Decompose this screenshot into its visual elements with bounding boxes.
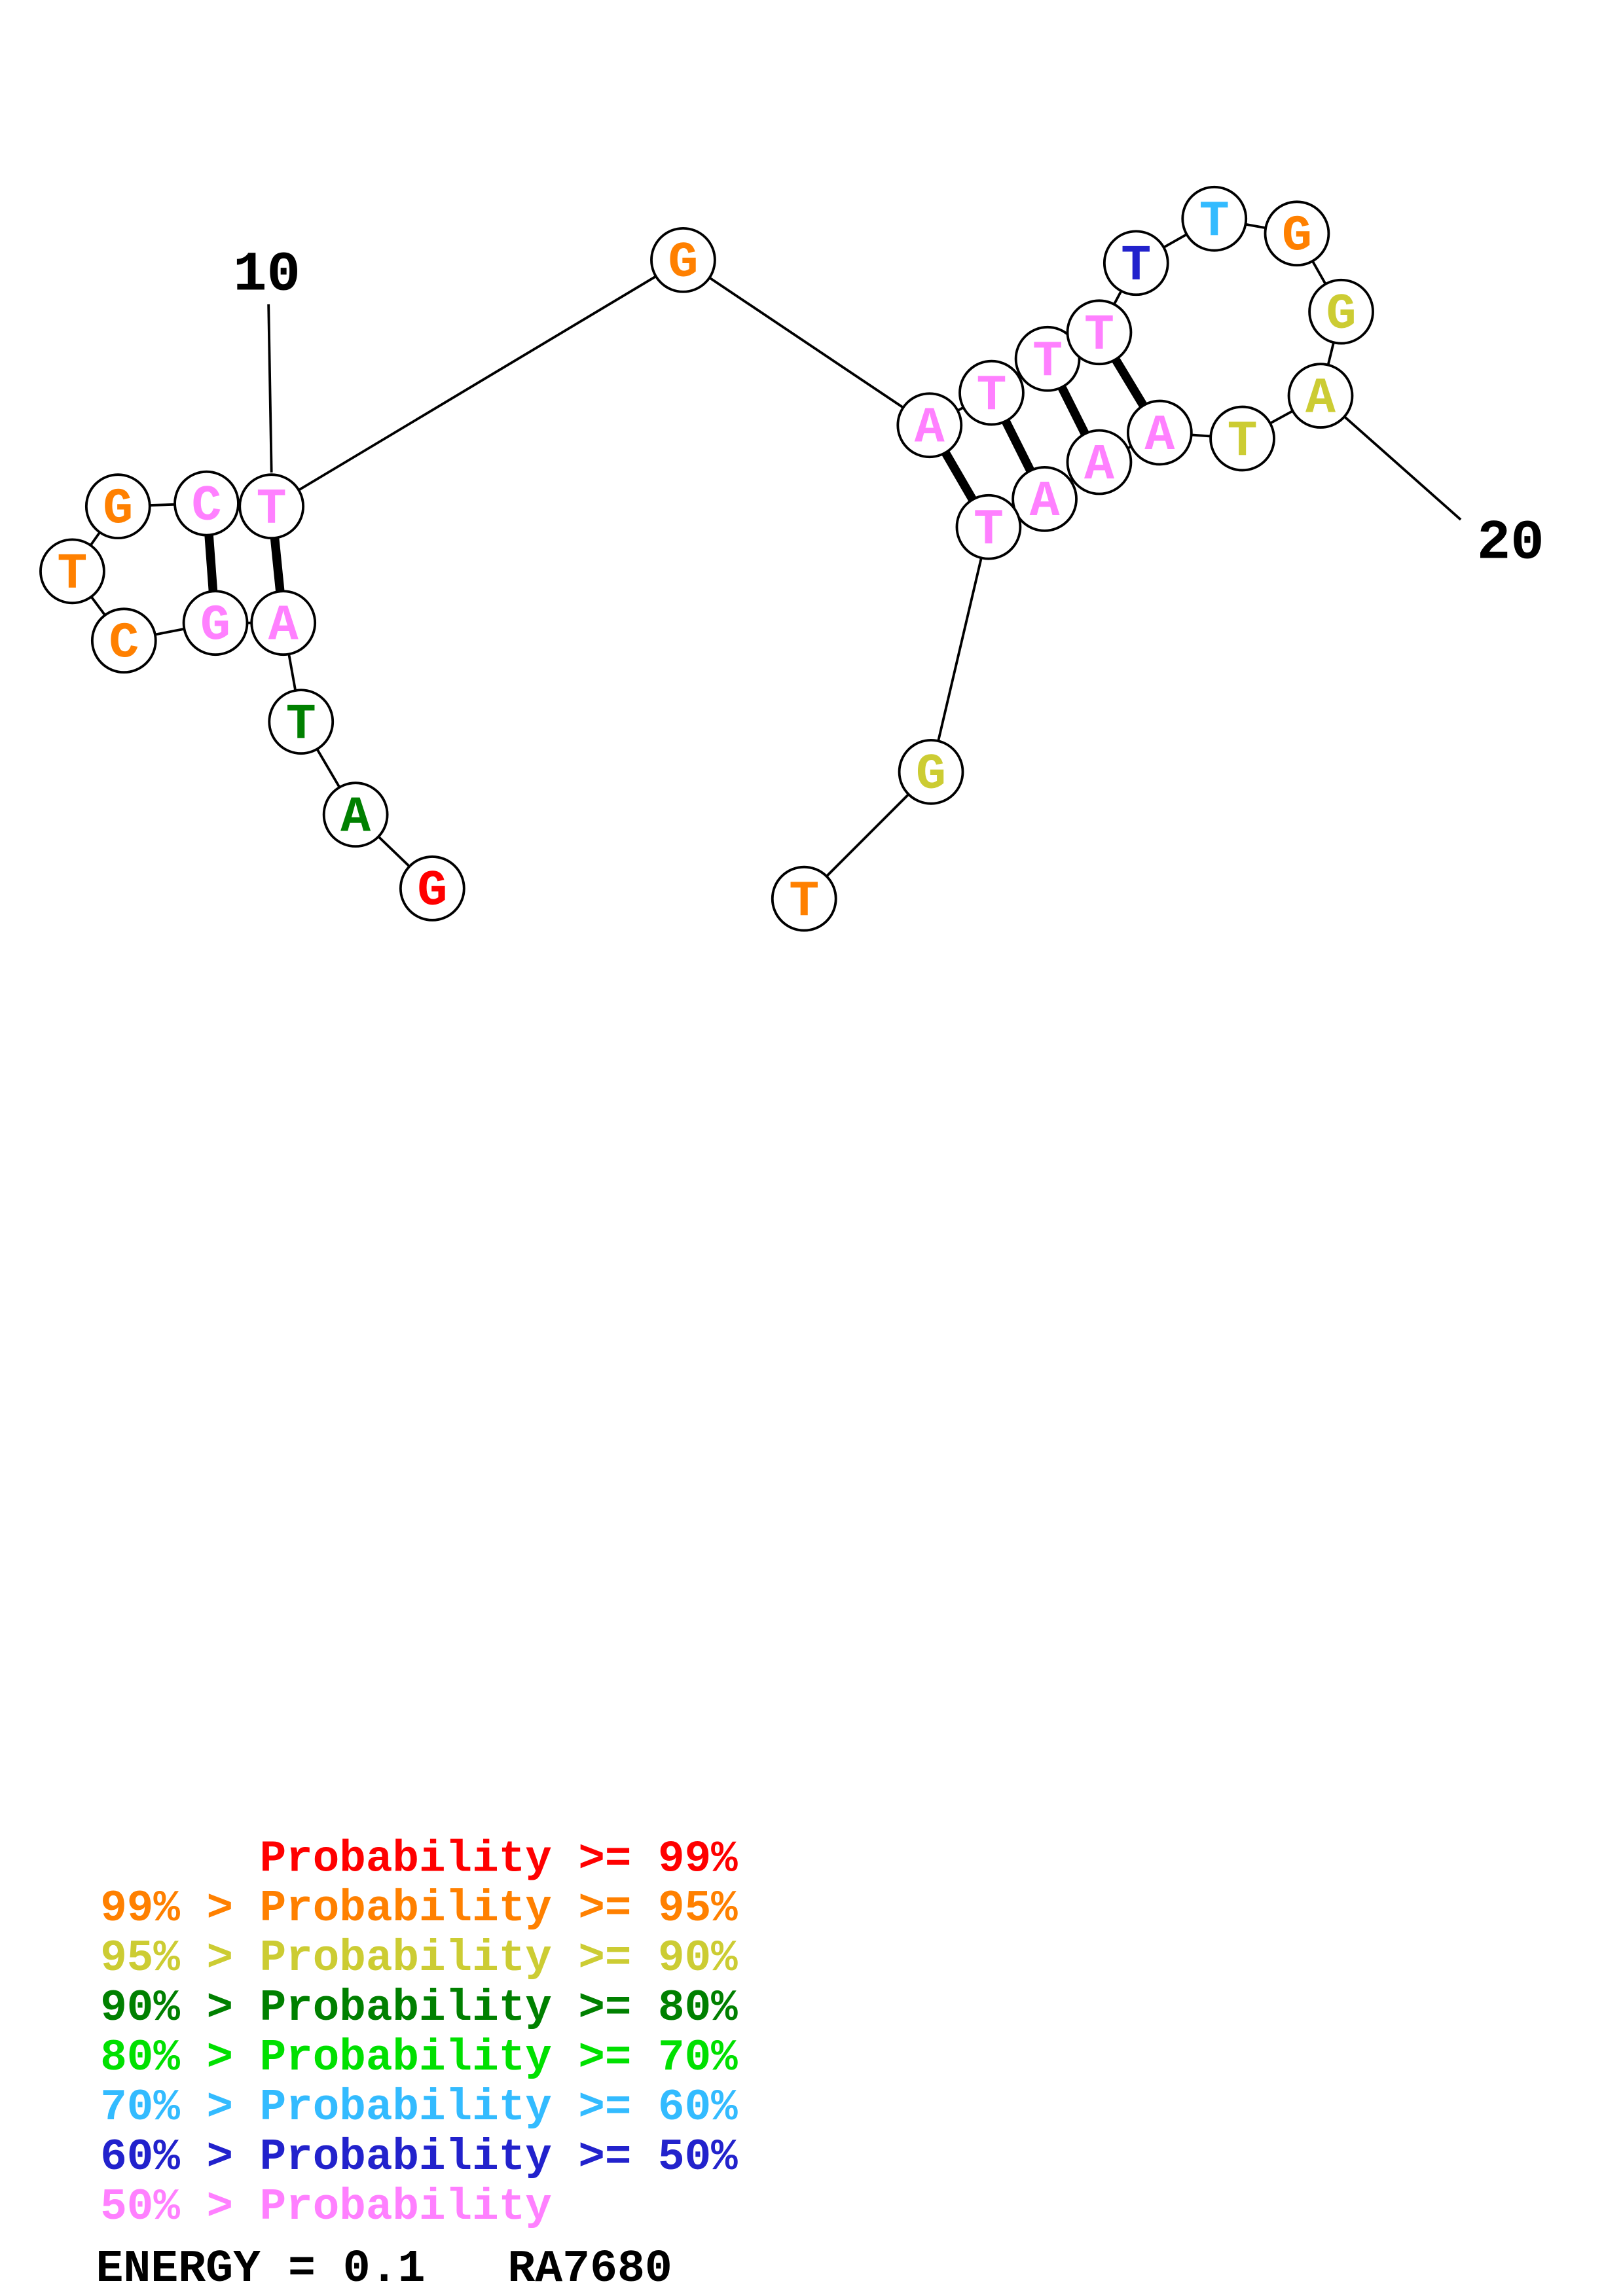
nucleotide-node — [896, 392, 963, 459]
base-letter: T — [789, 874, 819, 931]
base-letter: A — [1305, 370, 1336, 427]
nucleotide-node — [1264, 200, 1330, 267]
nucleotide-node — [650, 226, 716, 293]
base-letter: T — [286, 696, 316, 753]
base-letter: G — [417, 863, 447, 920]
base-letter: A — [268, 598, 299, 655]
energy-text: ENERGY = 0.1 RA7680 — [96, 2243, 672, 2295]
legend-row: 70% > Probability >= 60% — [100, 2083, 738, 2133]
nucleotide-node — [1287, 363, 1354, 429]
base-letter: T — [1228, 414, 1258, 471]
legend-row: 60% > Probability >= 50% — [100, 2133, 738, 2183]
label-pointer-line — [1343, 415, 1462, 521]
sequence-number-label: 10 — [233, 243, 301, 306]
base-letter: G — [916, 747, 946, 804]
base-letter: A — [1144, 408, 1175, 465]
nucleotide-node — [1103, 230, 1169, 296]
nucleotide-node — [322, 781, 389, 848]
backbone-segment — [270, 259, 684, 508]
base-letter: T — [1084, 308, 1114, 365]
legend-row: 90% > Probability >= 80% — [100, 1984, 738, 2034]
nucleotide-node — [1209, 405, 1275, 472]
nucleotide-node — [39, 538, 105, 605]
nucleotide-node — [1066, 429, 1133, 495]
legend-row: 99% > Probability >= 95% — [100, 1884, 738, 1934]
base-letter: C — [109, 616, 139, 673]
nucleotide-node — [1308, 278, 1374, 345]
nucleotide-node — [958, 359, 1025, 426]
nucleotide-node — [1066, 299, 1133, 366]
backbone-layer — [71, 217, 1343, 900]
base-letter: T — [974, 502, 1004, 559]
legend-layer: Probability >= 99%99% > Probability >= 9… — [100, 1835, 738, 2233]
base-letter: G — [1282, 209, 1312, 266]
base-letter: T — [257, 481, 287, 538]
base-letter: G — [668, 235, 698, 292]
sequence-number-layer: 10 20 — [233, 243, 1544, 575]
base-letter: T — [1032, 334, 1063, 391]
base-letter: G — [200, 598, 230, 655]
nucleotide-node — [1014, 325, 1081, 392]
nucleotide-node — [1126, 399, 1193, 466]
label-pointer-line — [267, 304, 273, 473]
base-letter: T — [1199, 194, 1230, 251]
backbone-segment — [682, 259, 930, 427]
legend-row: Probability >= 99% — [100, 1835, 738, 1884]
nucleotide-node — [173, 470, 240, 537]
nucleotide-node — [771, 865, 837, 932]
nucleotide-node — [1181, 185, 1248, 252]
legend-row: 95% > Probability >= 90% — [100, 1934, 738, 1984]
footer-layer: ENERGY = 0.1 RA7680 — [96, 2243, 672, 2295]
base-letter: A — [1084, 437, 1114, 494]
base-letter: A — [915, 401, 945, 457]
nucleotide-node — [90, 607, 157, 674]
backbone-segment — [930, 526, 990, 772]
base-letter: T — [57, 547, 87, 603]
base-letter: G — [103, 481, 133, 538]
nucleotide-node — [182, 590, 249, 656]
nucleotide-node — [250, 590, 317, 656]
sequence-number-label: 20 — [1477, 512, 1544, 575]
base-letter: T — [1121, 238, 1151, 295]
nucleotide-node — [1012, 466, 1078, 532]
base-letter: C — [192, 478, 222, 535]
nucleotide-node — [399, 855, 465, 922]
legend-row: 50% > Probability — [100, 2183, 552, 2233]
legend-row: 80% > Probability >= 70% — [100, 2034, 738, 2083]
base-letter: A — [340, 789, 371, 846]
nucleotide-node — [268, 689, 335, 755]
nucleotide-node — [238, 473, 305, 540]
base-letter: G — [1326, 287, 1357, 344]
base-letter: T — [976, 368, 1006, 425]
base-letter: A — [1030, 474, 1060, 531]
nucleotide-node — [955, 493, 1022, 560]
nucleotide-node — [898, 738, 964, 805]
nucleotide-node — [84, 473, 151, 540]
